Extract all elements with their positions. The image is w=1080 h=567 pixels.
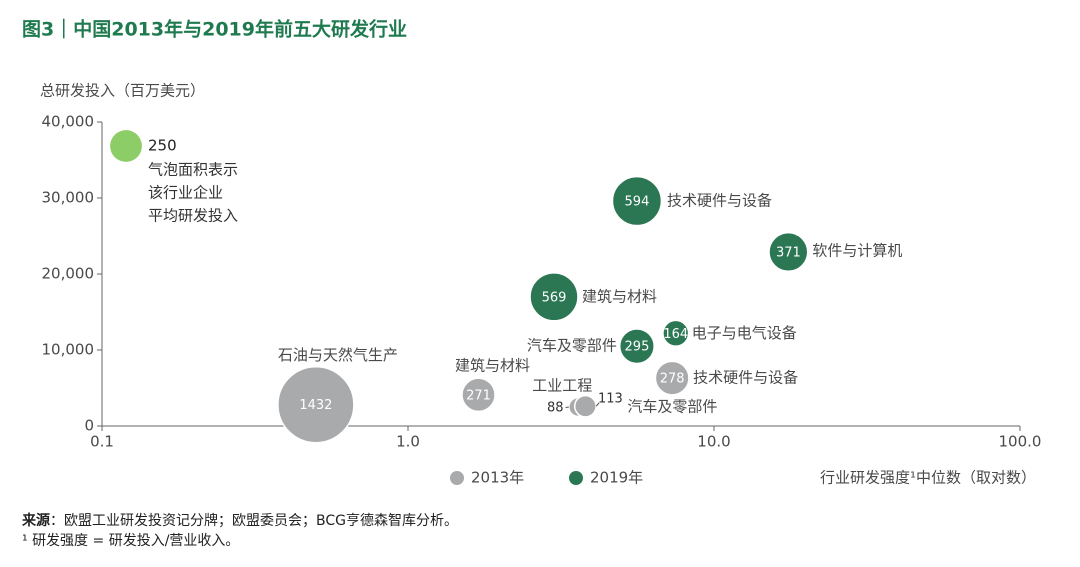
- y-tick-label: 10,000: [42, 341, 95, 359]
- point-label: 建筑与材料: [582, 287, 657, 305]
- x-axis-label: 行业研发强度¹中位数（取对数）: [820, 469, 1036, 487]
- value-label: 1432: [299, 398, 332, 413]
- bubble: [277, 365, 355, 444]
- point-label: 电子与电气设备: [692, 324, 797, 342]
- bubble: [529, 272, 579, 322]
- size-key-text: 气泡面积表示: [148, 161, 238, 179]
- footnote: ¹ 研发强度 = 研发投入/营业收入。: [22, 533, 239, 549]
- x-tick-label: 100.0: [999, 433, 1042, 451]
- value-label: 88: [547, 401, 564, 416]
- source-text: ：欧盟工业研发投资记分牌；欧盟委员会；BCG亨德森智库分析。: [50, 512, 458, 529]
- point-label: 汽车及零部件: [627, 398, 717, 416]
- value-label: 164: [663, 327, 688, 342]
- point-label: 建筑与材料: [455, 356, 530, 374]
- leader-line: [565, 406, 569, 408]
- x-tick-label: 0.1: [90, 433, 114, 451]
- y-tick-label: 30,000: [42, 189, 95, 207]
- bubble: [662, 319, 690, 347]
- value-label: 594: [625, 195, 650, 210]
- value-label: 295: [625, 340, 650, 355]
- source: 来源：欧盟工业研发投资记分牌；欧盟委员会；BCG亨德森智库分析。: [21, 512, 458, 529]
- point-label: 石油与天然气生产: [278, 346, 398, 364]
- point-label: 工业工程: [532, 377, 592, 395]
- value-label: 278: [660, 372, 685, 387]
- legend-marker: [569, 471, 583, 485]
- y-tick-label: 40,000: [42, 113, 95, 131]
- leader-line: [595, 402, 600, 407]
- y-tick-label: 0: [84, 417, 94, 435]
- value-label: 271: [466, 388, 491, 403]
- x-tick-label: 1.0: [396, 433, 420, 451]
- point-label: 技术硬件与设备: [667, 192, 772, 210]
- size-key-value: 250: [148, 137, 177, 155]
- x-tick-label: 10.0: [697, 433, 730, 451]
- bubble: [654, 360, 690, 396]
- point-label: 技术硬件与设备: [693, 369, 798, 387]
- bubble: [618, 328, 655, 365]
- bubble: [573, 394, 597, 418]
- chart-title: 图3｜中国2013年与2019年前五大研发行业: [22, 18, 407, 41]
- size-key-bubble: [110, 130, 142, 162]
- legend-marker: [450, 471, 464, 485]
- point-label: 汽车及零部件: [527, 337, 617, 355]
- size-key-text: 该行业企业: [148, 184, 223, 202]
- source-label: 来源: [21, 512, 50, 529]
- value-label: 113: [598, 392, 623, 407]
- legend-label: 2013年: [471, 469, 524, 487]
- y-axis-label: 总研发投入（百万美元）: [40, 82, 205, 100]
- bubble: [461, 377, 496, 413]
- value-label: 569: [542, 290, 567, 305]
- legend-label: 2019年: [590, 469, 643, 487]
- point-label: 软件与计算机: [812, 241, 902, 259]
- y-tick-label: 20,000: [42, 265, 95, 283]
- size-key-text: 平均研发投入: [148, 207, 238, 225]
- value-label: 371: [776, 245, 801, 260]
- bubble: [768, 231, 809, 273]
- bubble: [611, 175, 663, 227]
